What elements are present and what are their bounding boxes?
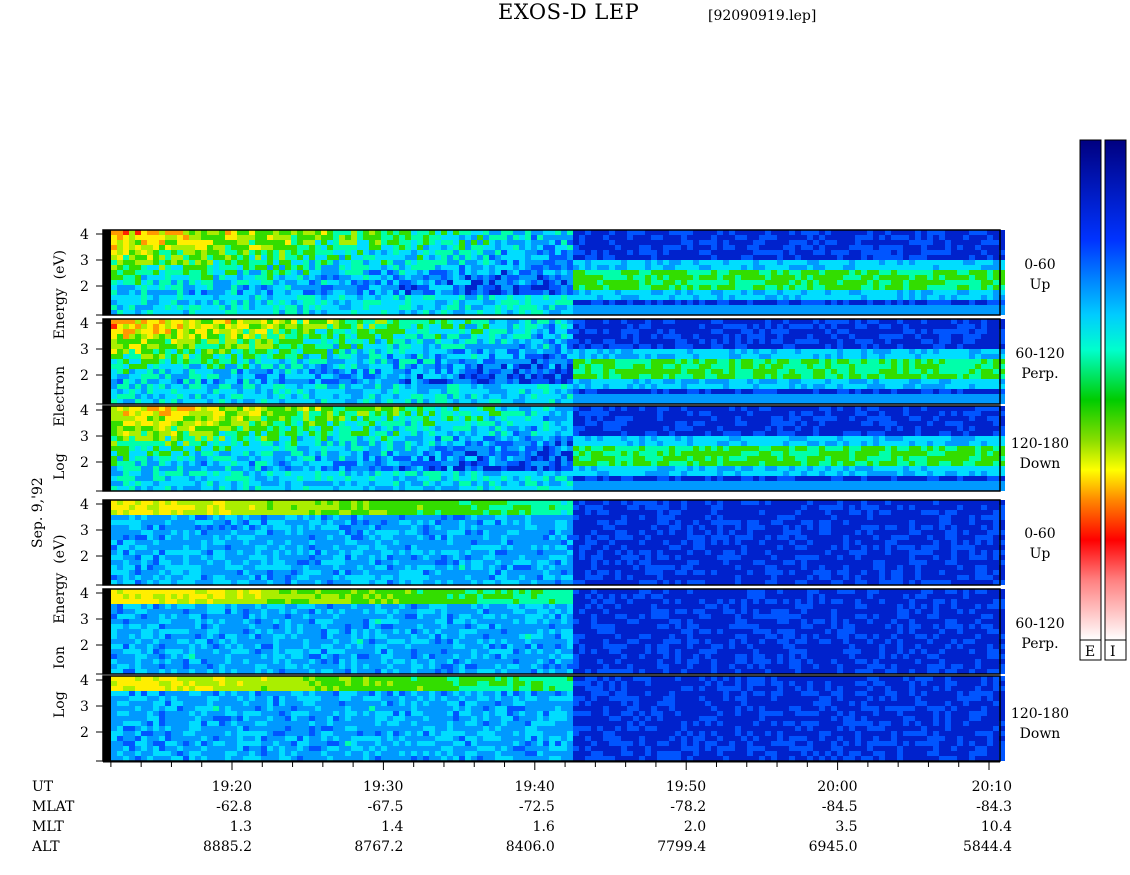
time-axis-mlat-value: -84.3 (976, 799, 1012, 815)
colorbar-E: E (1079, 139, 1102, 661)
y-tick-label: 3 (80, 253, 89, 269)
y-tick-label: 3 (80, 523, 89, 539)
y-tick-label: 2 (80, 725, 89, 741)
panel-label-e-down: 120-180 Down (1010, 436, 1070, 472)
time-axis-mlat-value: -84.5 (821, 799, 858, 815)
y-tick-label: 2 (80, 638, 89, 654)
time-axis-alt-value: 5844.4 (963, 839, 1012, 855)
time-axis-mlt-value: 1.3 (229, 819, 252, 835)
time-axis-alt-value: 7799.4 (657, 839, 707, 855)
chart-title: EXOS-D LEP (498, 0, 640, 24)
time-axis-ut-value: 19:30 (363, 779, 404, 795)
spectrogram-panel-5 (102, 675, 1005, 762)
panel-label-e-up: 0-60 Up (1024, 257, 1056, 293)
electron-axis-label: Log Electron Energy (eV) (52, 249, 68, 480)
time-axis-ut-value: 20:10 (971, 779, 1012, 795)
y-tick-label: 2 (80, 279, 89, 295)
time-axis-alt-value: 8767.2 (354, 839, 404, 855)
time-axis-mlat-value: -78.2 (670, 799, 707, 815)
file-name: [92090919.lep] (708, 8, 817, 24)
time-axis-mlt-value: 3.5 (835, 819, 858, 835)
time-axis-mlat-value: -67.5 (367, 799, 404, 815)
spectrogram-panel-0 (102, 229, 1005, 316)
spectrogram-panel-3 (102, 499, 1005, 586)
row-label-alt: ALT (32, 839, 60, 855)
time-axis-mlt-value: 1.6 (532, 819, 555, 835)
panel-label-i-up: 0-60 Up (1024, 526, 1056, 562)
row-label-mlt: MLT (32, 819, 64, 835)
y-tick-label: 3 (80, 429, 89, 445)
panel-label-i-perp: 60-120 Perp. (1015, 616, 1065, 652)
time-axis-ut-value: 20:00 (817, 779, 858, 795)
time-axis-mlat-value: -72.5 (518, 799, 555, 815)
y-tick-label: 2 (80, 368, 89, 384)
row-label-mlat: MLAT (32, 799, 75, 815)
time-axis-alt-value: 6945.0 (808, 839, 858, 855)
colorbar-I: I (1104, 139, 1127, 661)
y-tick-label: 4 (80, 316, 89, 332)
y-tick-label: 3 (80, 342, 89, 358)
spectrogram-panel-1 (102, 318, 1005, 405)
time-axis-mlt-value: 1.4 (381, 819, 404, 835)
y-tick-label: 2 (80, 455, 89, 471)
time-axis-mlat-value: -62.8 (216, 799, 252, 815)
y-tick-label: 4 (80, 586, 89, 602)
y-tick-label: 3 (80, 612, 89, 628)
y-tick-label: 2 (80, 549, 89, 565)
time-axis-ut-value: 19:20 (211, 779, 252, 795)
y-tick-label: 4 (80, 673, 89, 689)
time-axis-mlt-value: 2.0 (683, 819, 707, 835)
time-axis-mlt-value: 10.4 (980, 819, 1012, 835)
y-tick-label: 3 (80, 699, 89, 715)
panel-label-e-perp: 60-120 Perp. (1015, 346, 1065, 382)
colorbar-label: I (1110, 644, 1116, 660)
time-axis-ut-value: 19:40 (514, 779, 555, 795)
colorbar-label: E (1085, 644, 1095, 660)
spectrogram-panel-2 (102, 405, 1005, 492)
time-axis-alt-value: 8406.0 (505, 839, 555, 855)
panel-label-i-down: 120-180 Down (1010, 706, 1070, 742)
row-label-ut: UT (32, 779, 54, 795)
y-tick-label: 4 (80, 403, 89, 419)
y-tick-label: 4 (80, 227, 89, 243)
time-axis-ut-value: 19:50 (665, 779, 707, 795)
spectrogram-panel-4 (102, 588, 1005, 675)
date-label: Sep. 9,'92 (30, 477, 46, 548)
y-tick-label: 4 (80, 497, 89, 513)
time-axis-alt-value: 8885.2 (203, 839, 252, 855)
ion-axis-label: Log Ion Energy (eV) (52, 534, 68, 718)
